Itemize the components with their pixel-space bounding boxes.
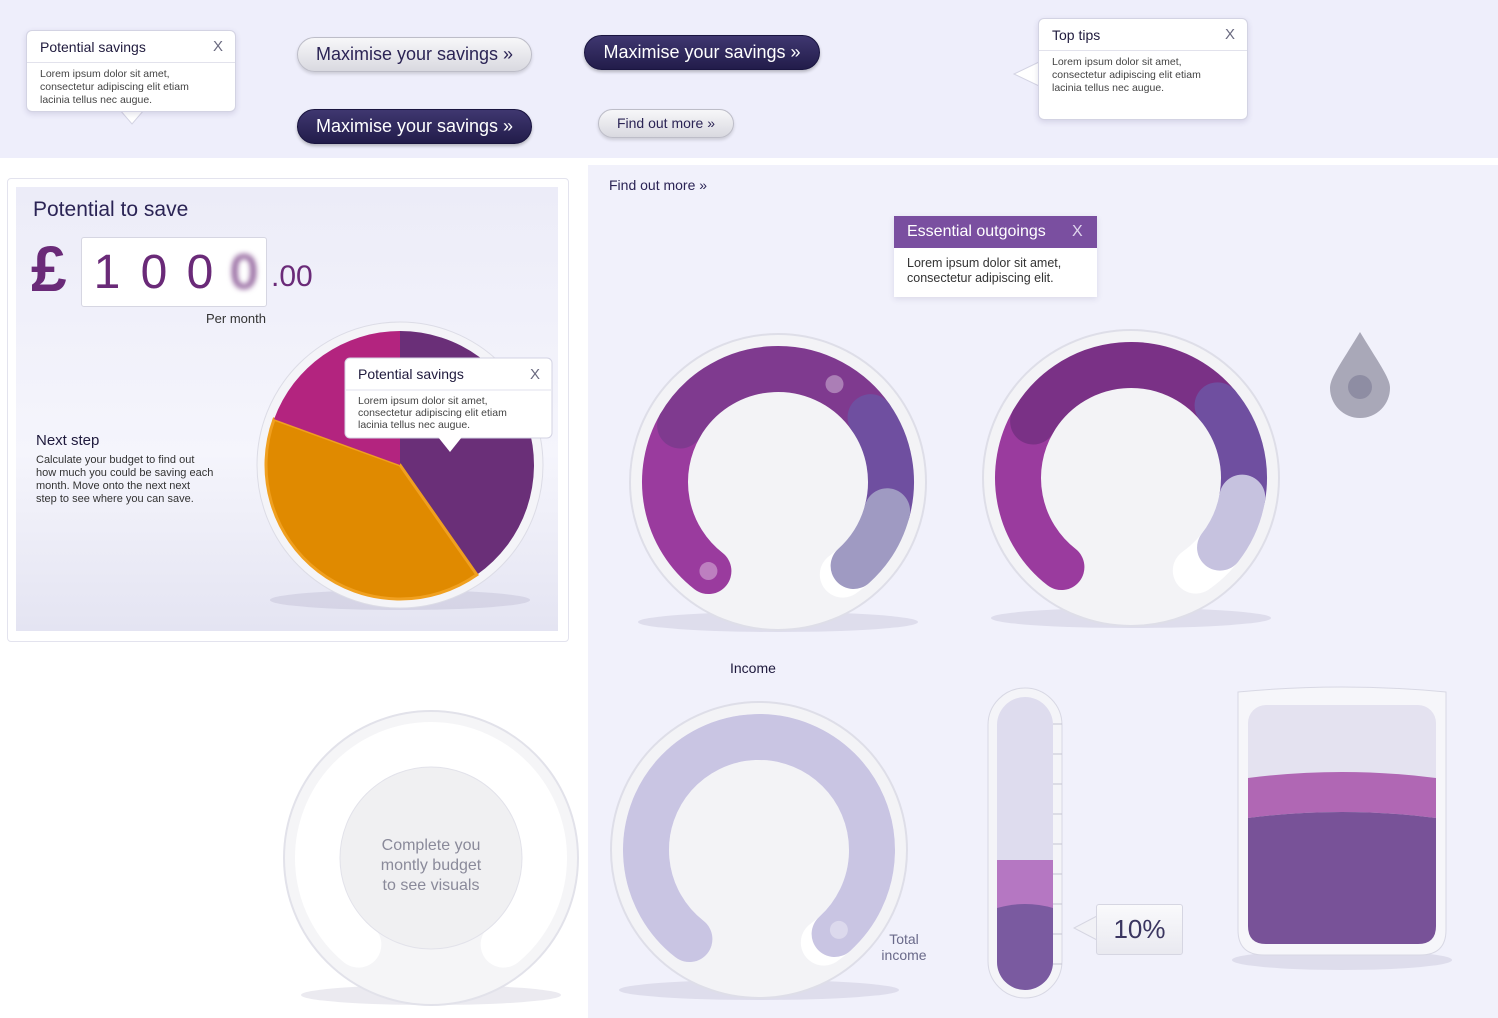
text-line: lacinia tellus nec augue. [1052,82,1165,94]
period-label: Per month [206,311,266,326]
digit-counter: 1 0 0 0 [81,237,267,307]
digit: 0 [186,246,214,299]
digit: 1 [93,246,121,299]
text-line: consectetur adipiscing elit etiam [1052,69,1201,81]
tooltip: Potential savings X Lorem ipsum dolor si… [26,30,236,112]
gauge-segment [830,488,911,589]
gauge-center [339,766,523,950]
text-line: lacinia tellus nec augue. [358,419,470,431]
tooltip-body: Lorem ipsum dolor sit amet, consectetur … [907,256,1061,286]
tooltip-body: Lorem ipsum dolor sit amet, consectetur … [1052,56,1201,95]
divider [1039,50,1247,51]
text-line: how much you could be saving each [36,467,214,479]
text-line: Calculate your budget to find out [36,454,195,466]
currency: £ [31,233,67,305]
text-line: Total [889,931,919,947]
next-step-body: Calculate your budget to find out how mu… [36,454,213,506]
gauge-segment [657,346,894,449]
button[interactable]: Find out more » [598,109,734,138]
gauge-knob [699,562,718,581]
digit: 0 [140,246,168,299]
tooltip: Top tips X Lorem ipsum dolor sit amet, c… [1038,18,1248,120]
thermometer-fill [997,904,1053,990]
tooltip-title: Potential savings [40,39,146,55]
next-step-title: Next step [36,432,100,449]
total-income-label: Total income [874,931,934,963]
button[interactable]: Maximise your savings » [297,37,532,72]
thermometer-fill [997,860,1053,908]
badge-pointer [1072,915,1098,941]
panel-frame [7,178,569,642]
income-label: Income [730,660,776,676]
text-line: Lorem ipsum dolor sit amet, [358,395,488,407]
text-line: month. Move onto the next next [36,480,191,492]
percent-badge: 10% [1096,904,1183,955]
text-line: consectetur adipiscing elit etiam [40,81,189,93]
tooltip-header [894,216,1097,248]
panel-title: Potential to save [33,198,189,221]
glass-band [1248,772,1436,818]
divider [27,62,235,63]
empty-gauge-text: Complete you montly budget to see visual… [351,836,511,896]
tooltip-pointer [1012,61,1040,87]
button[interactable]: Maximise your savings » [584,35,820,70]
close-button[interactable]: X [1072,223,1083,240]
decimals: .00 [271,260,313,293]
tooltip: Essential outgoings X Lorem ipsum dolor … [894,216,1097,297]
gauge-track [295,722,567,968]
gauge-knob [825,375,844,394]
tooltip-title: Potential savings [358,366,464,382]
close-button[interactable]: X [212,38,223,55]
gauge-segment [1197,474,1266,571]
close-button[interactable]: X [1224,26,1235,43]
pie-slice [264,417,479,601]
tooltip-body: Lorem ipsum dolor sit amet, consectetur … [40,68,189,107]
digit: 0 [230,246,258,299]
text-line: Lorem ipsum dolor sit amet, [907,256,1062,270]
gauge-segment [1010,342,1241,445]
button[interactable]: Maximise your savings » [297,109,532,144]
text-line: to see visuals [382,877,480,894]
text-line: Complete you [381,837,481,854]
text-line: montly budget [380,857,482,874]
tooltip-title: Essential outgoings [907,223,1046,240]
glass-fill [1248,812,1436,944]
text-line: consectetur adipiscing elit. [907,271,1054,285]
text-line: income [881,947,927,963]
tooltip-title: Top tips [1052,27,1101,43]
link[interactable]: Find out more » [609,177,708,193]
gauge-knob [829,920,848,939]
text-line: Lorem ipsum dolor sit amet, [40,68,170,80]
close-button[interactable]: X [530,366,540,383]
gauge-segment [623,714,895,963]
tooltip-pointer [118,109,146,125]
top-band [0,0,1498,158]
text-line: Lorem ipsum dolor sit amet, [1052,56,1182,68]
text-line: step to see where you can save. [36,493,194,505]
drop-center [1348,375,1372,399]
tooltip-pointer [438,437,462,452]
text-line: lacinia tellus nec augue. [40,94,153,106]
text-line: consectetur adipiscing elit etiam [358,407,507,419]
